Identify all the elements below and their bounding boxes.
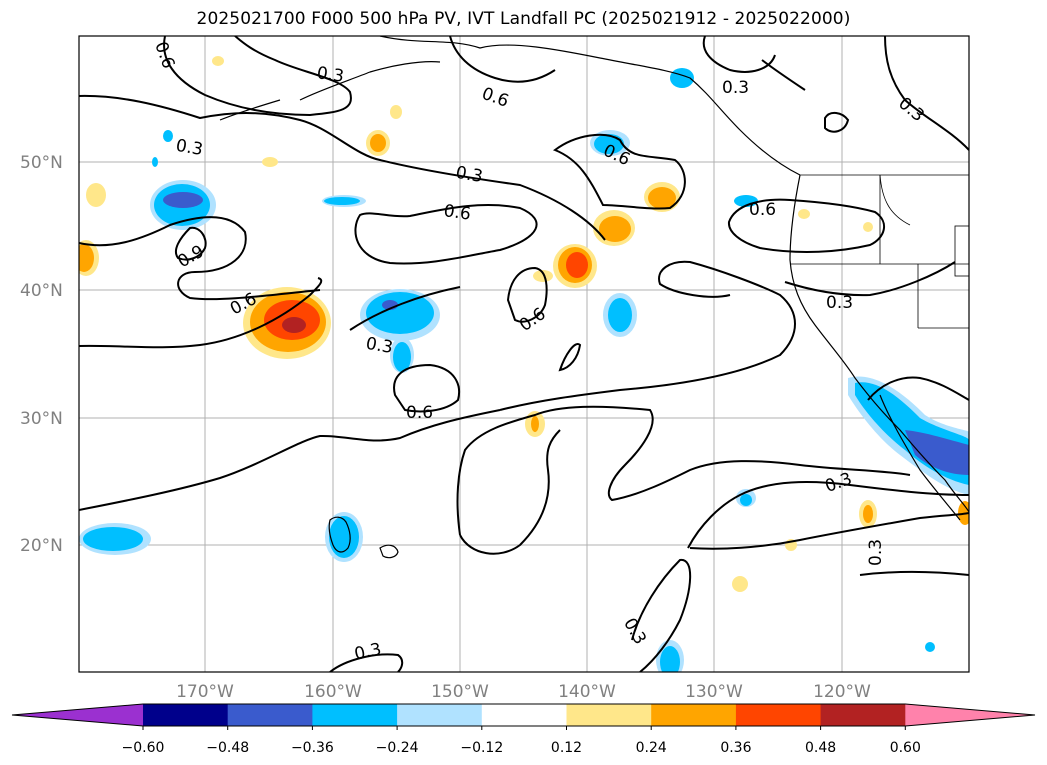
contour-label: 0.3: [174, 136, 204, 160]
colorbar: −0.60 −0.48 −0.36 −0.24 −0.12 0.12 0.24 0.36 0.4…: [11, 703, 1036, 756]
colorbar-tick-label: 0.12: [551, 740, 582, 756]
borders: [790, 174, 969, 329]
colorbar-extend-low: [12, 704, 143, 726]
contour-label: 0.6: [406, 403, 433, 423]
map-frame: [78, 35, 970, 673]
contour-label: 0.3: [826, 293, 853, 313]
colorbar-segment: [397, 704, 483, 726]
contour-labels: 0.3 0.6 0.6 0.3 0.3 0.3 0.6 0.6 0.6 0.3 …: [150, 39, 928, 664]
lat-label: 30°N: [20, 409, 63, 429]
colorbar-tick-label: 0.24: [636, 740, 667, 756]
colorbar-segment: [566, 704, 652, 726]
lon-label: 130°W: [685, 682, 743, 702]
contour-label: 0.3: [722, 78, 749, 98]
colorbar-segment: [227, 704, 313, 726]
lon-label: 170°W: [176, 682, 234, 702]
longitude-labels: 170°W 160°W 150°W 140°W 130°W 120°W: [176, 682, 871, 702]
colorbar-segment: [651, 704, 737, 726]
lat-label: 20°N: [20, 536, 63, 556]
colorbar-tick-label: 0.48: [805, 740, 836, 756]
colorbar-tick-label: 0.60: [890, 740, 921, 756]
lat-label: 50°N: [20, 153, 63, 173]
colorbar-segment: [481, 704, 567, 726]
map-title: 2025021700 F000 500 hPa PV, IVT Landfall…: [196, 9, 851, 29]
latitude-labels: 50°N 40°N 30°N 20°N: [20, 153, 63, 556]
colorbar-segment: [312, 704, 398, 726]
map-area: [79, 36, 969, 672]
colorbar-tick-label: 0.36: [720, 740, 751, 756]
lon-label: 120°W: [813, 682, 871, 702]
contour-label: 0.3: [364, 334, 394, 358]
colorbar-tick-label: −0.36: [291, 740, 334, 756]
colorbar-segment: [143, 704, 229, 726]
lat-label: 40°N: [20, 281, 63, 301]
lon-label: 160°W: [304, 682, 362, 702]
contour-label: 0.3: [454, 163, 484, 187]
pv-contours: [79, 36, 969, 672]
lon-label: 150°W: [431, 682, 489, 702]
contour-label: 0.6: [442, 201, 472, 225]
colorbar-tick-label: −0.60: [122, 740, 165, 756]
lon-label: 140°W: [558, 682, 616, 702]
contour-label: 0.3: [866, 539, 886, 566]
colorbar-segment: [735, 704, 822, 726]
colorbar-tick-label: −0.24: [376, 740, 419, 756]
colorbar-extend-high: [905, 704, 1035, 726]
gridlines: [79, 36, 969, 672]
coastlines: [219, 36, 969, 559]
contour-label: 0.3: [316, 63, 346, 87]
colorbar-segment: [820, 704, 906, 726]
colorbar-tick-label: −0.12: [460, 740, 503, 756]
colorbar-tick-label: −0.48: [206, 740, 249, 756]
contour-label: 0.6: [749, 200, 776, 220]
